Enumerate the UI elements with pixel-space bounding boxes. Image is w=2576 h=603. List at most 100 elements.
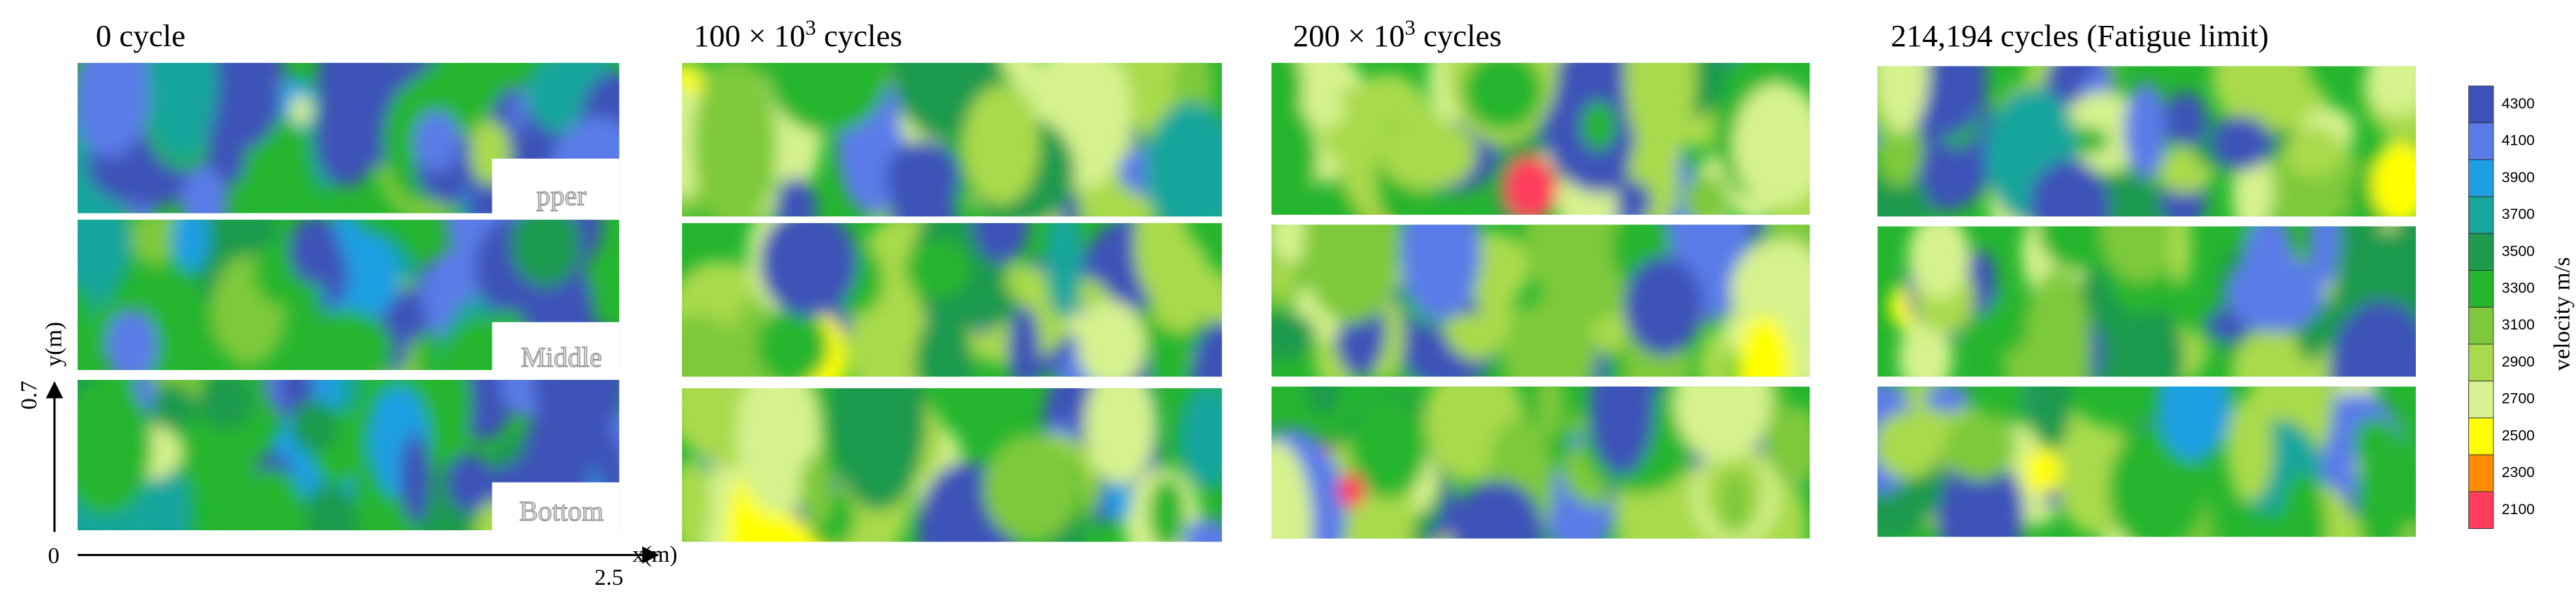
- contour-blob: [171, 220, 210, 272]
- colorbar-segment: [2468, 196, 2494, 234]
- contour-blob: [1066, 311, 1107, 340]
- contour-blob: [290, 94, 313, 126]
- contour-blob: [1144, 101, 1223, 217]
- colorbar-segment: [2468, 270, 2494, 308]
- colorbar-tick: 4100: [2502, 132, 2535, 149]
- colorbar-segment: [2468, 454, 2494, 492]
- contour-blob: [2164, 92, 2207, 146]
- contour-blob: [106, 309, 158, 370]
- contour-blob: [2329, 301, 2416, 377]
- layer-label: pper: [536, 180, 587, 211]
- contour-blob: [1936, 453, 2025, 537]
- contour-blob: [2280, 473, 2326, 537]
- contour-blob: [1151, 234, 1212, 333]
- contour-blob: [757, 307, 829, 377]
- contour-blob: [905, 239, 971, 299]
- contour-blob: [2168, 226, 2192, 285]
- y-max: 0.7: [17, 381, 42, 409]
- contour-map: [1271, 62, 1810, 215]
- contour-blob: [1683, 174, 1728, 215]
- contour-blob: [1944, 411, 2016, 481]
- contour-blob: [2028, 386, 2072, 451]
- origin: 0: [48, 544, 59, 569]
- contour-blob: [1451, 481, 1544, 539]
- contour-blob: [1182, 518, 1223, 542]
- panel-title: 0 cycle: [96, 18, 185, 53]
- contour-blob: [1925, 386, 1970, 413]
- contour-blob: [775, 176, 817, 217]
- colorbar-segment: [2468, 85, 2494, 124]
- contour-map: [682, 62, 1223, 217]
- contour-blobs: [1888, 226, 2416, 377]
- panel-title: 214,194 cycles (Fatigue limit): [1891, 18, 2269, 53]
- contour-blob: [915, 313, 974, 377]
- contour-blob: [1908, 226, 1970, 299]
- colorbar-tick: 3700: [2502, 206, 2535, 222]
- contour-blob: [1400, 225, 1481, 320]
- contour-blob: [196, 380, 254, 430]
- contour-blob: [460, 62, 508, 108]
- contour-blob: [1463, 62, 1543, 131]
- contour-blob: [972, 222, 1029, 264]
- colorbar-tick: 2100: [2502, 501, 2535, 518]
- colorbar-tick: 2500: [2502, 427, 2535, 444]
- contour-blob: [180, 168, 229, 213]
- title-suffix: cycles: [1416, 18, 1502, 53]
- colorbar-label: velocity m/s: [2550, 257, 2575, 370]
- contour-blob: [1271, 440, 1313, 539]
- contour-blob: [1191, 321, 1223, 377]
- title-exponent: 3: [1404, 16, 1415, 40]
- colorbar-segment: [2468, 122, 2494, 160]
- contour-blob: [2123, 81, 2168, 180]
- contour-blob: [446, 453, 493, 513]
- contour-blob: [2156, 386, 2232, 462]
- contour-blobs: [1877, 66, 2416, 217]
- contour-map: [1877, 66, 2416, 217]
- title-suffix: cycles: [816, 18, 902, 53]
- x-max: 2.5: [595, 565, 623, 590]
- contour-blobs: [1271, 386, 1810, 539]
- contour-blob: [511, 220, 581, 288]
- contour-blob: [145, 62, 218, 160]
- colorbar-segment: [2468, 233, 2494, 271]
- contour-blobs: [682, 388, 1223, 542]
- contour-map: [77, 220, 620, 370]
- colorbar-tick: 2700: [2502, 390, 2535, 407]
- contour-blob: [1504, 156, 1558, 215]
- contour-blob: [1349, 397, 1428, 499]
- contour-blob: [1148, 323, 1189, 377]
- contour-blob: [760, 222, 858, 318]
- colorbar-segment: [2468, 491, 2494, 530]
- contour-blob: [1338, 473, 1366, 508]
- contour-blob: [400, 432, 430, 525]
- contour-blob: [1719, 470, 1751, 533]
- contour-blob: [290, 399, 338, 453]
- title-base: 200 × 10: [1293, 18, 1405, 53]
- contour-blob: [2227, 255, 2324, 333]
- contour-blob: [2308, 226, 2340, 288]
- contour-blob: [1581, 101, 1616, 151]
- contour-map: [77, 380, 620, 530]
- axes: 0.7 y(m) 0 2.5 x(m): [17, 322, 678, 590]
- contour-blob: [145, 383, 196, 432]
- colorbar-tick: 4300: [2502, 95, 2535, 112]
- contour-blob: [799, 453, 832, 529]
- contour-map: [1877, 226, 2416, 377]
- contour-blob: [1616, 181, 1651, 215]
- colorbar-segment: [2468, 159, 2494, 197]
- contour-blob: [299, 483, 358, 530]
- contour-blob: [830, 388, 927, 511]
- title-base: 214,194 cycles (Fatigue limit): [1891, 18, 2269, 53]
- contour-blob: [2365, 66, 2416, 115]
- contour-blob: [2029, 159, 2110, 217]
- colorbar-tick: 3100: [2502, 316, 2535, 333]
- title-base: 0 cycle: [96, 18, 185, 53]
- contour-blob: [1700, 330, 1731, 377]
- contour-blob: [289, 220, 340, 285]
- colorbar-segment: [2468, 343, 2494, 382]
- contour-blob: [2357, 418, 2409, 537]
- colorbar-tick: 2300: [2502, 464, 2535, 481]
- colorbar-tick: 2900: [2502, 353, 2535, 370]
- contour-blob: [1178, 388, 1223, 491]
